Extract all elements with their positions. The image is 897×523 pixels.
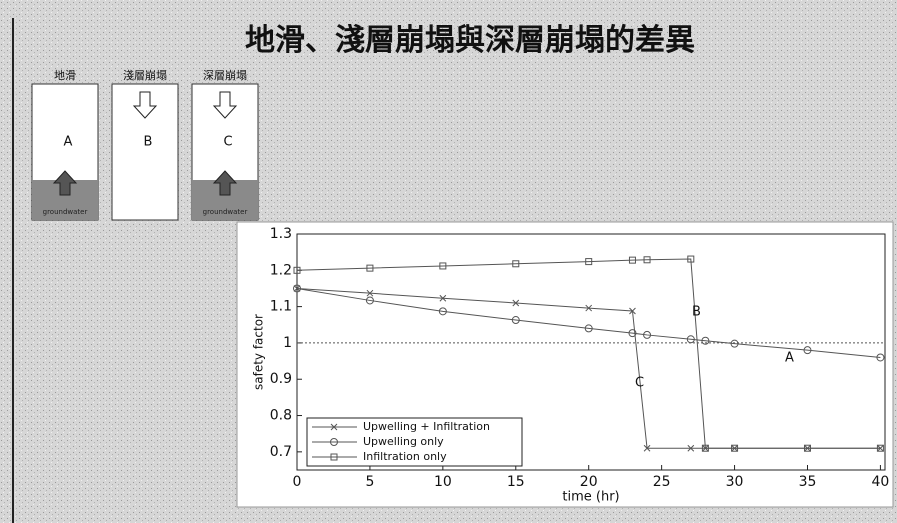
marker (730, 339, 739, 348)
marker (628, 329, 637, 338)
box-heading: 深層崩塌 (203, 68, 247, 82)
marker (643, 330, 652, 339)
groundwater-label: groundwater (43, 208, 88, 216)
marker (293, 284, 301, 293)
title: 地滑、淺層崩塌與深層崩塌的差異 (245, 23, 695, 58)
marker (643, 444, 651, 452)
marker (686, 335, 695, 344)
marker (628, 256, 636, 264)
y-tick-label: 1.3 (270, 226, 292, 242)
marker (366, 264, 374, 272)
marker (439, 294, 447, 302)
annotation: A (785, 351, 794, 366)
groundwater-label: groundwater (203, 208, 248, 216)
legend-label: Upwelling only (363, 435, 444, 448)
marker (438, 307, 447, 316)
x-tick-label: 5 (365, 474, 374, 490)
arrow-down (212, 91, 238, 119)
marker (365, 296, 374, 305)
marker (585, 304, 593, 312)
y-tick-label: 1 (283, 335, 292, 351)
marker (512, 299, 520, 307)
x-tick-label: 20 (580, 474, 598, 490)
box-letter: A (64, 135, 73, 150)
marker (731, 444, 739, 452)
marker (366, 289, 374, 297)
legend-label: Upwelling + Infiltration (363, 420, 490, 433)
legend-label: Infiltration only (363, 450, 447, 463)
marker (687, 255, 695, 263)
y-tick-label: 1.2 (270, 262, 292, 278)
y-tick-label: 0.7 (270, 444, 292, 460)
box-heading: 淺層崩塌 (123, 68, 167, 82)
series-line (296, 258, 881, 449)
marker (629, 307, 636, 315)
marker (293, 266, 301, 274)
arrow-down (132, 91, 158, 119)
marker (687, 444, 695, 452)
arrow-up (52, 170, 78, 196)
marker (876, 353, 885, 362)
marker (584, 324, 593, 333)
marker (643, 256, 651, 264)
marker (585, 258, 593, 266)
x-tick-label: 25 (653, 474, 671, 490)
x-tick-label: 10 (434, 474, 452, 490)
annotation: C (635, 376, 644, 391)
box-heading: 地滑 (54, 69, 76, 82)
marker (877, 444, 884, 452)
plot-area (296, 233, 886, 471)
marker (876, 444, 884, 452)
x-tick-label: 35 (799, 474, 817, 490)
y-tick-label: 0.8 (270, 408, 292, 424)
marker (803, 444, 811, 452)
y-tick-label: 0.9 (270, 371, 292, 387)
legend-marker (330, 453, 338, 461)
x-tick-label: 15 (507, 474, 525, 490)
box-letter: B (144, 135, 153, 150)
marker (512, 260, 520, 268)
marker (701, 336, 710, 345)
legend-marker (330, 438, 338, 446)
marker (803, 346, 812, 355)
arrow-up (212, 170, 238, 196)
x-tick-label: 30 (726, 474, 744, 490)
marker (511, 316, 520, 325)
marker (439, 262, 447, 270)
x-tick-label: 40 (872, 474, 890, 490)
marker (701, 444, 709, 452)
box-letter: C (223, 135, 232, 150)
y-axis-label: safety factor (252, 314, 266, 390)
series-line (296, 287, 881, 358)
x-axis-label: time (hr) (562, 490, 619, 505)
x-tick-label: 0 (293, 474, 302, 490)
y-tick-label: 1.1 (270, 299, 292, 315)
legend-marker (330, 423, 338, 431)
annotation: B (692, 305, 701, 320)
